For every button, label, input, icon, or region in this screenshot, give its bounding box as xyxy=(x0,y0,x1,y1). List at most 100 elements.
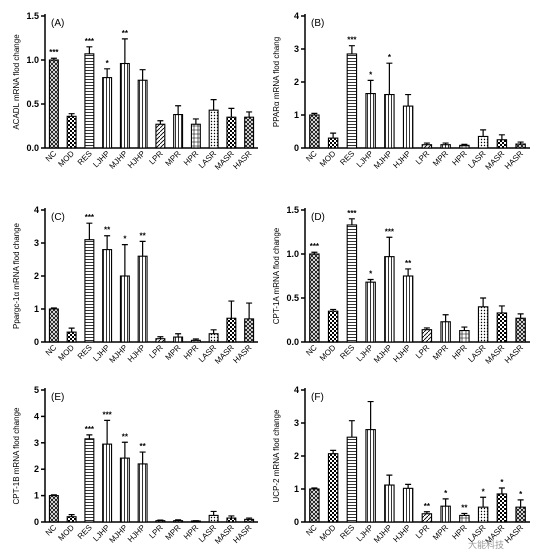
bar xyxy=(226,116,237,149)
y-tick-label: 5 xyxy=(34,385,39,395)
error-bar xyxy=(423,142,430,145)
x-tick-label: LJHP xyxy=(355,523,375,543)
x-tick-label: LPR xyxy=(414,343,432,361)
error-bar xyxy=(68,113,75,117)
bar xyxy=(384,93,395,149)
error-bar xyxy=(423,511,430,514)
bar xyxy=(346,436,358,523)
bar xyxy=(208,333,219,343)
error-bar xyxy=(246,111,253,118)
significance-label: ** xyxy=(122,29,129,38)
panel-label: (E) xyxy=(51,392,64,403)
error-bar xyxy=(192,338,199,341)
error-bar xyxy=(348,218,355,225)
error-bar xyxy=(498,487,505,494)
bar xyxy=(244,318,255,343)
significance-label: *** xyxy=(85,213,95,222)
bar xyxy=(309,488,320,523)
significance-label: ** xyxy=(140,442,147,451)
y-tick-label: 4 xyxy=(294,385,299,395)
bar xyxy=(66,516,77,523)
bar xyxy=(459,144,470,149)
y-tick-label: 4 xyxy=(294,11,299,21)
x-tick-label: MJHP xyxy=(372,523,394,545)
error-bar xyxy=(121,244,128,276)
error-bar xyxy=(68,327,75,333)
x-tick-label: MPR xyxy=(431,523,450,542)
error-bar xyxy=(228,300,235,319)
y-tick-label: 1 xyxy=(34,304,39,314)
bar xyxy=(365,93,376,149)
y-axis-label: CPT-1B mRNA flod change xyxy=(12,407,21,504)
y-tick-label: 4 xyxy=(34,411,39,421)
x-tick-label: MASR xyxy=(484,149,507,172)
error-bar xyxy=(386,62,393,95)
bar xyxy=(402,105,414,149)
y-tick-label: 3 xyxy=(294,418,299,428)
bar xyxy=(402,275,414,343)
x-tick-label: MASR xyxy=(484,343,507,366)
x-tick-label: MOD xyxy=(56,149,76,169)
y-tick-label: 2 xyxy=(34,464,39,474)
x-tick-label: LPR xyxy=(414,149,432,167)
y-tick-label: 0 xyxy=(294,517,299,527)
error-bar xyxy=(367,278,374,283)
error-bar xyxy=(348,420,355,438)
x-tick-label: MOD xyxy=(318,343,338,363)
bar xyxy=(327,453,339,523)
x-tick-label: HJHP xyxy=(391,343,412,364)
x-tick-label: RES xyxy=(338,343,356,361)
x-tick-label: MJHP xyxy=(108,343,130,365)
x-tick-label: RES xyxy=(76,343,94,361)
chart-panel: (B) 0 1 2 3 4 PPARα mRNA flod chang NC MOD *** RES… xyxy=(272,11,530,172)
bar xyxy=(440,505,451,523)
significance-label: *** xyxy=(85,37,95,46)
panel-label: (C) xyxy=(51,212,65,223)
x-tick-label: HASR xyxy=(503,149,525,171)
y-tick-label: 4 xyxy=(34,205,39,215)
y-tick-label: 1 xyxy=(294,484,299,494)
x-tick-label: HASR xyxy=(231,149,253,171)
x-tick-label: MASR xyxy=(213,149,236,172)
x-tick-label: HJHP xyxy=(126,343,147,364)
bar xyxy=(515,143,526,149)
bar xyxy=(365,281,376,343)
error-bar xyxy=(192,520,199,522)
y-tick-label: 0.5 xyxy=(26,99,39,109)
y-tick-label: 1 xyxy=(294,110,299,120)
error-bar xyxy=(405,93,412,107)
bar xyxy=(208,109,219,149)
bar xyxy=(477,135,489,149)
bar xyxy=(84,53,95,149)
x-tick-label: LPR xyxy=(147,343,165,361)
y-tick-label: 0.0 xyxy=(286,337,299,347)
error-bar xyxy=(104,68,111,78)
bar xyxy=(244,116,255,149)
significance-label: ** xyxy=(461,503,468,512)
error-bar xyxy=(175,105,182,115)
bar xyxy=(226,317,237,343)
significance-label: ** xyxy=(424,502,431,511)
bar xyxy=(440,144,451,149)
significance-label: *** xyxy=(85,425,95,434)
x-tick-label: MOD xyxy=(318,149,338,169)
error-bar xyxy=(330,132,337,139)
bar xyxy=(365,429,376,523)
error-bar xyxy=(498,134,505,140)
panel-label: (D) xyxy=(311,212,325,223)
bar xyxy=(327,137,339,149)
bar xyxy=(84,438,95,523)
bar xyxy=(102,443,113,523)
significance-label: *** xyxy=(49,48,59,57)
y-tick-label: 1.0 xyxy=(286,249,299,259)
x-tick-label: MPR xyxy=(431,343,450,362)
x-tick-label: NC xyxy=(304,149,319,164)
error-bar xyxy=(175,333,182,338)
x-tick-label: RES xyxy=(338,149,356,167)
chart-panel: (F) 0 1 2 3 4 UCP-2 mRNA flod change NC MOD RESLJ… xyxy=(272,385,530,546)
error-bar xyxy=(210,510,217,516)
error-bar xyxy=(68,514,75,517)
error-bar xyxy=(50,57,57,60)
